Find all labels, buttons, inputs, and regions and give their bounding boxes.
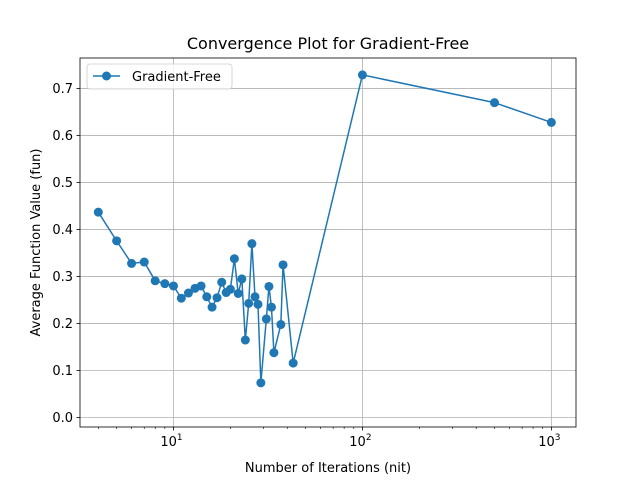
data-point xyxy=(250,292,260,302)
y-tick-label: 0.7 xyxy=(52,82,73,97)
data-point xyxy=(150,276,160,286)
data-point xyxy=(112,236,122,246)
data-point xyxy=(217,277,227,287)
data-point xyxy=(244,298,254,308)
x-tick-label: 101 xyxy=(160,433,182,450)
data-point xyxy=(225,284,235,294)
y-tick-label: 0.3 xyxy=(52,270,73,285)
data-point xyxy=(247,239,257,249)
data-point xyxy=(229,254,239,264)
data-point xyxy=(266,302,276,312)
chart-title: Convergence Plot for Gradient-Free xyxy=(187,34,469,53)
data-point xyxy=(233,289,243,299)
x-tick-label: 103 xyxy=(538,433,560,450)
data-point xyxy=(253,299,263,309)
data-point xyxy=(546,117,556,127)
x-tick-label: 102 xyxy=(349,433,371,450)
data-point xyxy=(276,320,286,330)
data-point xyxy=(288,358,298,368)
data-point xyxy=(240,335,250,345)
data-point xyxy=(183,288,193,298)
x-axis-label: Number of Iterations (nit) xyxy=(245,461,411,476)
data-point xyxy=(264,281,274,291)
legend: Gradient-Free xyxy=(86,63,233,90)
data-point xyxy=(357,70,367,80)
data-point xyxy=(489,98,499,108)
series-layer xyxy=(93,70,556,388)
y-tick-label: 0.6 xyxy=(52,129,73,144)
legend-box xyxy=(86,63,233,90)
y-tick-label: 0.4 xyxy=(52,223,73,238)
data-point xyxy=(127,258,137,268)
y-axis-label: Average Function Value (fun) xyxy=(29,149,44,337)
legend-entry-label: Gradient-Free xyxy=(132,70,221,85)
data-point xyxy=(269,348,279,358)
data-point xyxy=(261,314,271,324)
data-point xyxy=(196,281,206,291)
data-point xyxy=(202,292,212,302)
data-point xyxy=(256,378,266,388)
y-tick-label: 0.5 xyxy=(52,176,73,191)
legend-marker-swatch xyxy=(102,71,111,81)
y-tick-label: 0.0 xyxy=(52,411,73,426)
data-point xyxy=(168,281,178,291)
ticks: 0.0 0.1 0.2 0.3 0.4 0.5 0.6 0.7 101 102 103 xyxy=(52,82,560,450)
data-point xyxy=(212,293,222,303)
data-point xyxy=(160,279,170,289)
data-point xyxy=(176,293,186,303)
data-point xyxy=(278,260,288,270)
data-point xyxy=(207,302,217,312)
axes-frame xyxy=(79,57,577,428)
y-tick-label: 0.2 xyxy=(52,317,73,332)
y-tick-label: 0.1 xyxy=(52,364,73,379)
data-point xyxy=(139,257,149,267)
data-point xyxy=(93,207,103,217)
data-point xyxy=(237,274,247,284)
